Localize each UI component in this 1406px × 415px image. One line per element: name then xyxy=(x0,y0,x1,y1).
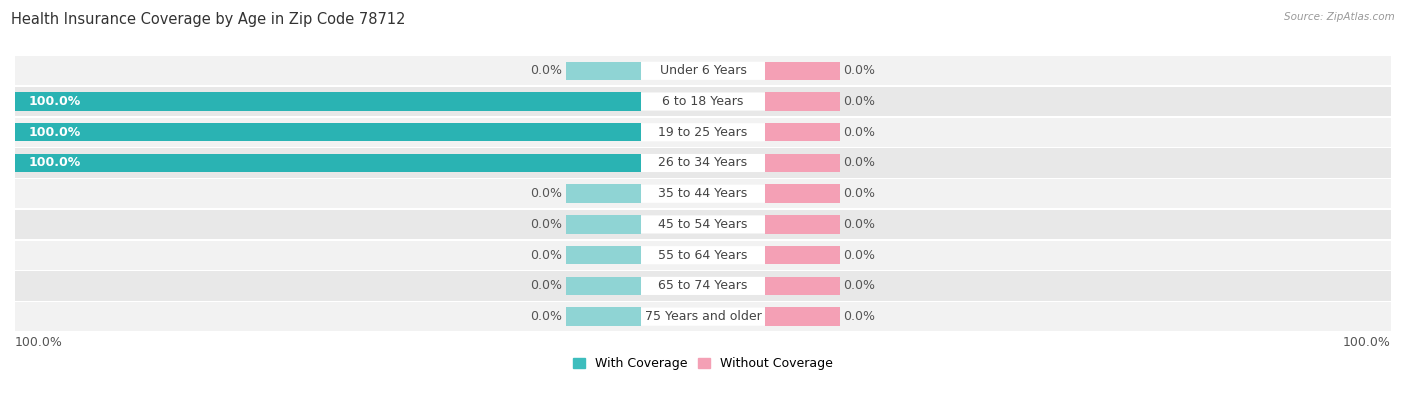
Text: 0.0%: 0.0% xyxy=(530,218,562,231)
Text: 0.0%: 0.0% xyxy=(530,249,562,262)
Text: 0.0%: 0.0% xyxy=(844,310,876,323)
Text: 0.0%: 0.0% xyxy=(844,156,876,169)
Text: 0.0%: 0.0% xyxy=(844,95,876,108)
Text: 100.0%: 100.0% xyxy=(15,336,63,349)
Text: 0.0%: 0.0% xyxy=(844,64,876,77)
Bar xyxy=(15,302,1391,331)
Text: 0.0%: 0.0% xyxy=(530,279,562,293)
FancyBboxPatch shape xyxy=(641,277,765,295)
FancyBboxPatch shape xyxy=(641,246,765,264)
Bar xyxy=(15,56,1391,85)
Bar xyxy=(765,277,839,295)
Text: 26 to 34 Years: 26 to 34 Years xyxy=(658,156,748,169)
Bar xyxy=(765,92,839,111)
Text: 6 to 18 Years: 6 to 18 Years xyxy=(662,95,744,108)
Bar xyxy=(15,241,1391,270)
Legend: With Coverage, Without Coverage: With Coverage, Without Coverage xyxy=(572,357,834,370)
Bar xyxy=(15,154,641,172)
Text: 0.0%: 0.0% xyxy=(530,64,562,77)
Bar xyxy=(15,87,1391,116)
Bar xyxy=(15,179,1391,208)
Bar xyxy=(15,271,1391,300)
Text: 100.0%: 100.0% xyxy=(28,156,82,169)
Text: 0.0%: 0.0% xyxy=(844,279,876,293)
FancyBboxPatch shape xyxy=(641,62,765,80)
Text: 65 to 74 Years: 65 to 74 Years xyxy=(658,279,748,293)
FancyBboxPatch shape xyxy=(641,93,765,110)
Bar xyxy=(567,215,641,234)
Bar xyxy=(765,185,839,203)
Bar xyxy=(567,246,641,264)
Text: 0.0%: 0.0% xyxy=(844,126,876,139)
Bar xyxy=(765,215,839,234)
Text: 100.0%: 100.0% xyxy=(1343,336,1391,349)
FancyBboxPatch shape xyxy=(641,215,765,234)
Text: 0.0%: 0.0% xyxy=(530,310,562,323)
Text: 0.0%: 0.0% xyxy=(844,187,876,200)
Bar xyxy=(15,210,1391,239)
FancyBboxPatch shape xyxy=(641,123,765,142)
Bar xyxy=(15,92,641,111)
Text: Under 6 Years: Under 6 Years xyxy=(659,64,747,77)
Text: 0.0%: 0.0% xyxy=(844,218,876,231)
Bar xyxy=(567,61,641,80)
Bar xyxy=(15,149,1391,178)
Text: Source: ZipAtlas.com: Source: ZipAtlas.com xyxy=(1284,12,1395,22)
Text: 0.0%: 0.0% xyxy=(530,187,562,200)
Bar xyxy=(765,246,839,264)
Text: Health Insurance Coverage by Age in Zip Code 78712: Health Insurance Coverage by Age in Zip … xyxy=(11,12,406,27)
FancyBboxPatch shape xyxy=(641,308,765,326)
Text: 35 to 44 Years: 35 to 44 Years xyxy=(658,187,748,200)
Text: 100.0%: 100.0% xyxy=(28,95,82,108)
Bar xyxy=(15,123,641,142)
FancyBboxPatch shape xyxy=(641,185,765,203)
Text: 75 Years and older: 75 Years and older xyxy=(644,310,762,323)
Bar xyxy=(765,61,839,80)
Bar xyxy=(765,123,839,142)
Text: 19 to 25 Years: 19 to 25 Years xyxy=(658,126,748,139)
Text: 45 to 54 Years: 45 to 54 Years xyxy=(658,218,748,231)
Bar xyxy=(765,154,839,172)
Bar xyxy=(567,185,641,203)
Text: 55 to 64 Years: 55 to 64 Years xyxy=(658,249,748,262)
FancyBboxPatch shape xyxy=(641,154,765,172)
Bar xyxy=(567,308,641,326)
Text: 0.0%: 0.0% xyxy=(844,249,876,262)
Bar xyxy=(567,277,641,295)
Text: 100.0%: 100.0% xyxy=(28,126,82,139)
Bar xyxy=(765,308,839,326)
Bar xyxy=(15,118,1391,147)
